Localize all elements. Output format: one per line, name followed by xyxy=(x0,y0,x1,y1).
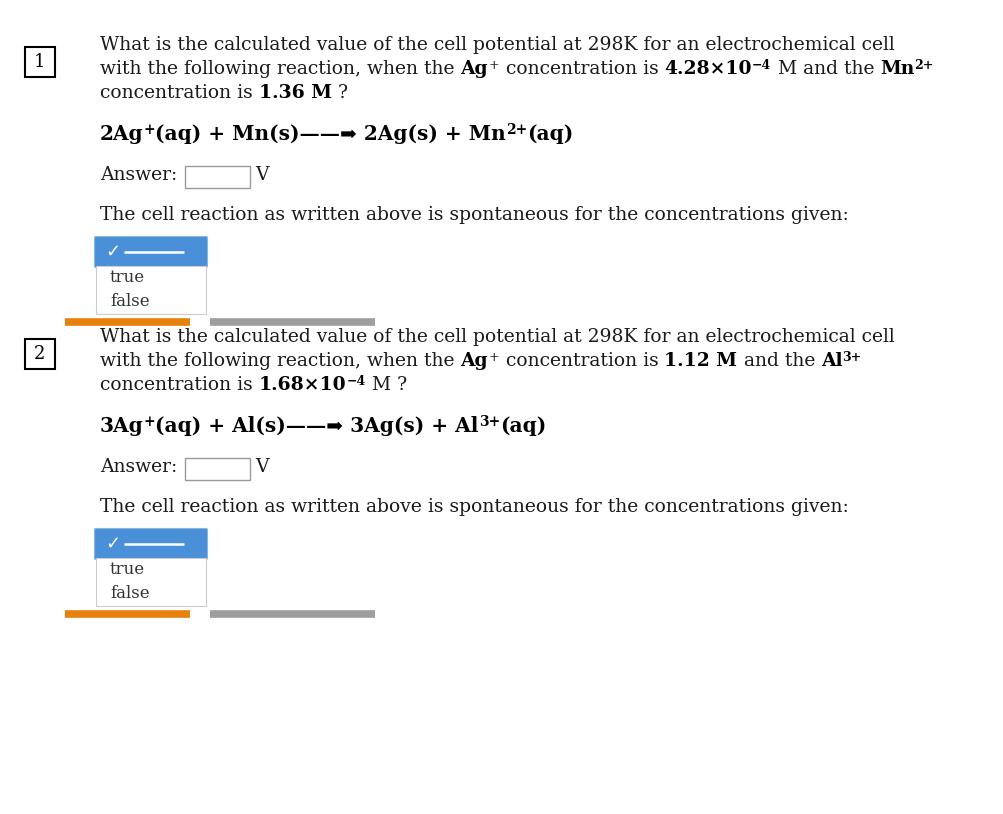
Text: +: + xyxy=(143,123,155,137)
Text: +: + xyxy=(487,351,498,364)
Text: concentration is: concentration is xyxy=(100,84,259,102)
Text: 1.68×10: 1.68×10 xyxy=(259,376,346,394)
Text: 2: 2 xyxy=(34,345,46,363)
Text: 4.28×10: 4.28×10 xyxy=(664,60,751,78)
Text: 2+: 2+ xyxy=(506,123,527,137)
Text: V: V xyxy=(255,166,269,184)
Text: −4: −4 xyxy=(346,375,365,388)
Text: concentration is: concentration is xyxy=(499,352,664,370)
Bar xyxy=(25,339,55,369)
Text: 2+: 2+ xyxy=(914,59,933,72)
Text: (aq) + Mn(s)——➡ 2Ag(s) + Mn: (aq) + Mn(s)——➡ 2Ag(s) + Mn xyxy=(155,124,506,144)
Text: 3Ag: 3Ag xyxy=(100,416,143,436)
Text: V: V xyxy=(255,458,269,476)
Text: +: + xyxy=(143,415,155,429)
Text: Ag: Ag xyxy=(460,60,487,78)
Text: Mn: Mn xyxy=(879,60,914,78)
Bar xyxy=(25,47,55,77)
Text: 2Ag: 2Ag xyxy=(100,124,143,144)
Bar xyxy=(96,558,206,606)
Text: The cell reaction as written above is spontaneous for the concentrations given:: The cell reaction as written above is sp… xyxy=(100,498,848,516)
Text: ✓: ✓ xyxy=(105,243,120,261)
Text: Ag: Ag xyxy=(460,352,487,370)
Text: What is the calculated value of the cell potential at 298K for an electrochemica: What is the calculated value of the cell… xyxy=(100,328,894,346)
FancyBboxPatch shape xyxy=(94,237,208,268)
Text: true: true xyxy=(110,562,145,579)
Text: 3+: 3+ xyxy=(478,415,499,429)
Text: −4: −4 xyxy=(751,59,770,72)
Bar xyxy=(96,266,206,314)
Text: M and the: M and the xyxy=(770,60,879,78)
Text: (aq): (aq) xyxy=(499,416,546,436)
Text: and the: and the xyxy=(737,352,820,370)
Text: (aq) + Al(s)——➡ 3Ag(s) + Al: (aq) + Al(s)——➡ 3Ag(s) + Al xyxy=(155,416,478,436)
Text: with the following reaction, when the: with the following reaction, when the xyxy=(100,60,460,78)
Text: 3+: 3+ xyxy=(842,351,861,364)
Text: 1.12 M: 1.12 M xyxy=(664,352,737,370)
Text: What is the calculated value of the cell potential at 298K for an electrochemica: What is the calculated value of the cell… xyxy=(100,36,894,54)
Text: M ?: M ? xyxy=(365,376,406,394)
Text: The cell reaction as written above is spontaneous for the concentrations given:: The cell reaction as written above is sp… xyxy=(100,206,848,224)
Text: Al: Al xyxy=(820,352,842,370)
Text: 1.36 M: 1.36 M xyxy=(259,84,331,102)
Text: concentration is: concentration is xyxy=(100,376,259,394)
Text: Answer:: Answer: xyxy=(100,458,178,476)
Text: ?: ? xyxy=(331,84,347,102)
Text: (aq): (aq) xyxy=(527,124,573,144)
Text: true: true xyxy=(110,269,145,287)
Text: false: false xyxy=(110,294,149,310)
Text: 1: 1 xyxy=(34,53,46,71)
Text: concentration is: concentration is xyxy=(499,60,664,78)
Bar xyxy=(186,458,250,480)
Text: false: false xyxy=(110,585,149,602)
FancyBboxPatch shape xyxy=(94,528,208,559)
Bar xyxy=(186,166,250,188)
Text: with the following reaction, when the: with the following reaction, when the xyxy=(100,352,460,370)
Text: +: + xyxy=(487,59,498,72)
Text: ✓: ✓ xyxy=(105,535,120,553)
Text: Answer:: Answer: xyxy=(100,166,178,184)
